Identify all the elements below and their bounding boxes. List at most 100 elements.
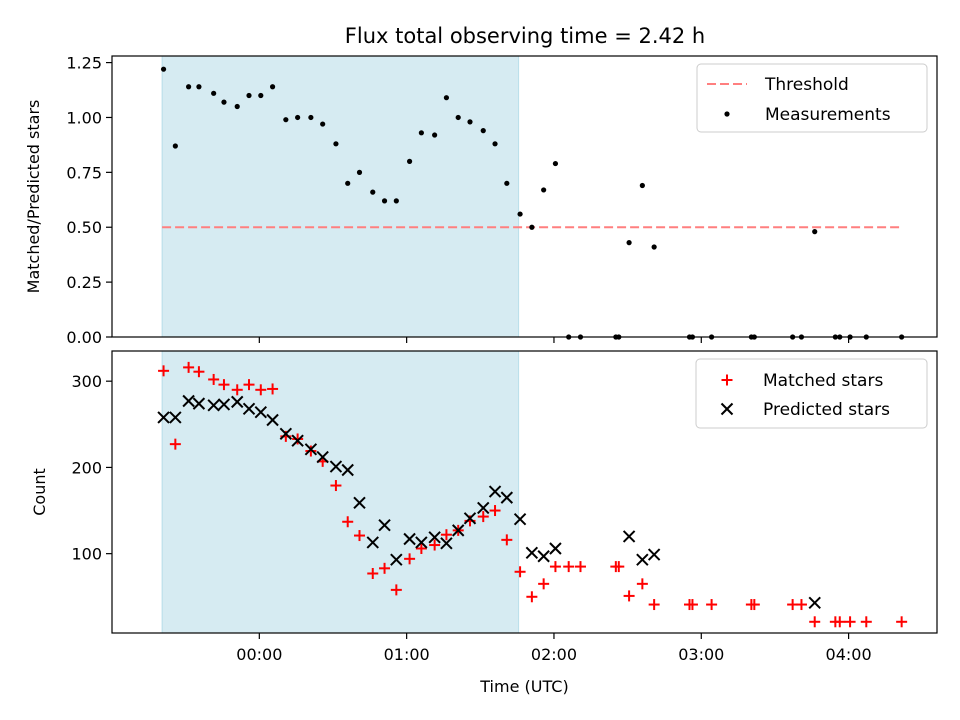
matched-star-point — [501, 534, 513, 546]
measurement-point — [356, 169, 363, 175]
predicted-star-point — [622, 530, 636, 543]
y-tick-label: 0.00 — [66, 328, 102, 347]
measurement-point — [467, 119, 473, 125]
matched-star-point — [255, 384, 267, 396]
matched-stars-series — [158, 361, 908, 628]
top-y-axis: 0.00 0.25 0.50 0.75 1.00 1.25 — [66, 54, 112, 347]
y-tick-label: 0.75 — [66, 163, 102, 182]
legend-matched-swatch — [721, 374, 733, 386]
observing-window-shade-top — [161, 55, 520, 338]
measurement-point — [370, 189, 376, 195]
measurement-point — [172, 143, 178, 149]
measurement-point — [234, 103, 240, 110]
predicted-star-point — [537, 550, 550, 563]
matched-star-point — [489, 505, 501, 517]
predicted-star-point — [169, 411, 182, 424]
measurement-point — [196, 84, 202, 90]
measurement-point — [443, 95, 450, 101]
measurement-point — [639, 182, 645, 189]
measurement-point — [812, 229, 818, 235]
predicted-star-point — [525, 546, 539, 560]
matched-star-point — [648, 599, 660, 611]
matched-star-point — [305, 445, 317, 457]
bottom-x-axis: 00:00 01:00 02:00 03:00 04:00 — [236, 633, 872, 664]
y-tick-label: 0.25 — [66, 273, 102, 292]
legend-predicted-label: Predicted stars — [763, 400, 890, 420]
matched-star-point — [834, 616, 846, 628]
legend-predicted-swatch — [720, 402, 734, 416]
predicted-star-point — [254, 406, 268, 419]
predicted-star-point — [304, 443, 318, 456]
measurement-point — [492, 141, 498, 147]
x-tick-label: 03:00 — [678, 645, 724, 664]
measurement-point — [480, 128, 486, 134]
matched-star-point — [549, 561, 561, 573]
matched-star-point — [477, 511, 489, 523]
top-plot-frame — [111, 55, 938, 338]
measurement-point — [308, 114, 314, 121]
matched-star-point — [169, 438, 181, 450]
legend-box — [696, 63, 928, 133]
matched-star-point — [404, 553, 416, 565]
predicted-star-point — [341, 463, 354, 477]
x-tick-label: 04:00 — [826, 645, 872, 664]
predicted-star-point — [647, 548, 661, 561]
measurement-point — [517, 211, 523, 217]
x-tick-label: 00:00 — [236, 645, 282, 664]
predicted-star-point — [808, 596, 821, 610]
predicted-star-point — [415, 536, 428, 549]
x-tick-label: 01:00 — [384, 645, 430, 664]
measurement-point — [381, 198, 388, 204]
predicted-star-point — [378, 518, 391, 532]
predicted-star-point — [500, 491, 514, 504]
top-panel: 0.00 0.25 0.50 0.75 1.00 1.25 Matched/Predict… — [24, 54, 938, 347]
matched-star-point — [860, 616, 872, 628]
matched-star-point — [243, 379, 255, 391]
measurement-point — [504, 180, 510, 186]
matched-star-point — [218, 379, 230, 391]
y-tick-label: 1.00 — [66, 108, 102, 127]
measurement-point — [541, 187, 547, 193]
measurement-point — [626, 240, 632, 246]
top-x-axis — [258, 337, 850, 343]
matched-star-point — [330, 480, 342, 492]
predicted-star-point — [329, 460, 343, 473]
predicted-star-point — [477, 501, 490, 515]
predicted-star-point — [549, 542, 562, 555]
matched-star-point — [526, 591, 538, 603]
legend-measurements-label: Measurements — [765, 105, 891, 125]
legend-measurements-swatch — [724, 111, 730, 117]
measurement-point — [432, 132, 438, 138]
matched-star-point — [809, 616, 821, 628]
x-tick-label: 02:00 — [531, 645, 577, 664]
predicted-star-point — [353, 496, 366, 509]
matched-star-point — [844, 616, 856, 628]
measurement-point — [211, 90, 217, 96]
measurement-point — [529, 224, 535, 230]
predicted-star-point — [266, 413, 279, 427]
predicted-star-point — [279, 427, 293, 440]
top-legend: Threshold Measurements — [696, 63, 928, 133]
matched-star-point — [748, 599, 760, 611]
measurement-point — [455, 114, 461, 121]
bottom-legend: Matched stars Predicted stars — [695, 358, 928, 429]
matched-star-point — [706, 599, 718, 611]
bottom-panel: 100 200 300 00:00 01:00 02:00 03:00 04:00 Coun… — [30, 350, 938, 696]
measurement-point — [418, 130, 424, 136]
matched-star-point — [574, 561, 586, 573]
matched-star-point — [440, 529, 452, 541]
predicted-stars-series — [157, 394, 821, 610]
legend-threshold-label: Threshold — [764, 75, 849, 95]
predicted-star-point — [390, 553, 403, 566]
legend-box — [695, 358, 928, 429]
predicted-star-point — [242, 402, 256, 415]
matched-star-point — [514, 566, 526, 578]
matched-star-point — [613, 561, 625, 573]
matched-star-point — [367, 567, 379, 579]
matched-star-point — [390, 584, 402, 596]
measurement-point — [186, 84, 192, 90]
matched-star-point — [193, 366, 205, 378]
matched-star-point — [538, 578, 550, 590]
measurement-point — [160, 66, 167, 72]
